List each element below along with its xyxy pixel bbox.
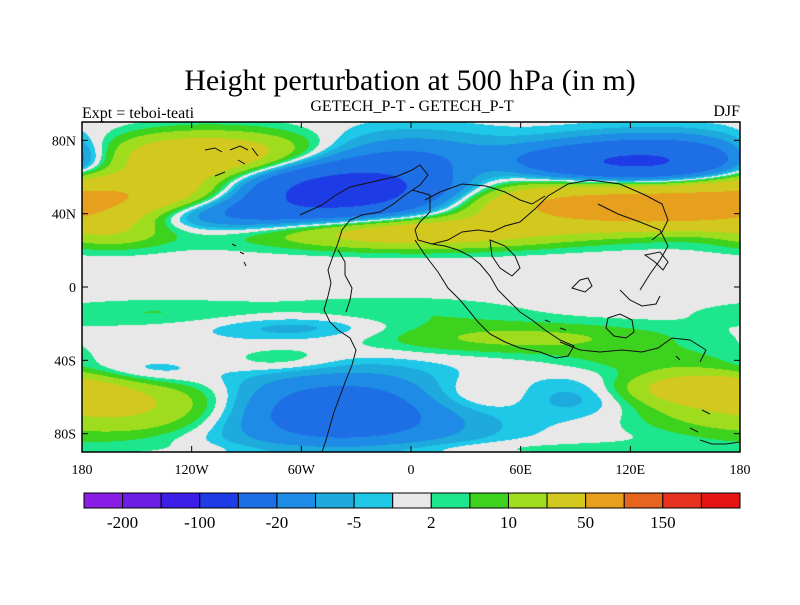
subtitle-right: DJF	[713, 103, 740, 120]
plot-area: 180 120W 60W 0 60E 120E 180 80N 40N 0 40S 80S	[52, 121, 751, 478]
colorbar-swatch	[507, 492, 548, 509]
colorbar-swatch	[469, 492, 509, 509]
coastline-asia-east	[597, 203, 669, 291]
colorbar-swatch	[276, 492, 317, 509]
colorbar-swatch	[315, 492, 355, 509]
y-tick-label: 0	[69, 281, 76, 296]
y-tick-label: 80N	[52, 134, 76, 149]
x-tick-label: 60W	[288, 463, 316, 478]
colorbar-swatch	[83, 492, 124, 509]
y-tick-label: 40S	[54, 354, 76, 369]
subtitle-center: GETECH_P-T - GETECH_P-T	[310, 98, 513, 115]
colorbar-swatch	[623, 492, 664, 509]
colorbar-swatch	[662, 492, 702, 509]
coastline-americas	[299, 164, 429, 452]
y-tick-label: 40N	[52, 208, 76, 223]
coastline-europe-north	[424, 183, 546, 205]
colorbar-swatch	[353, 492, 394, 509]
colorbar-label: 10	[500, 513, 517, 532]
y-axis-ticks: 80N 40N 0 40S 80S	[52, 134, 740, 443]
colorbar-swatch	[430, 492, 471, 509]
colorbar-label: -100	[184, 513, 215, 532]
colorbar: -200 -100 -20 -5 2 10 50 150	[83, 492, 741, 532]
coastline-se-asia	[619, 289, 661, 307]
colorbar-label: 2	[427, 513, 436, 532]
x-tick-label: 180	[72, 463, 93, 478]
colorbar-swatch	[160, 492, 201, 509]
colorbar-swatch	[392, 492, 432, 509]
colorbar-swatch	[700, 492, 741, 509]
x-axis-ticks: 180 120W 60W 0 60E 120E 180	[72, 122, 751, 478]
colorbar-swatch	[122, 492, 162, 509]
x-tick-label: 180	[730, 463, 751, 478]
x-tick-label: 0	[408, 463, 415, 478]
coastlines	[204, 145, 740, 452]
colorbar-label: -20	[266, 513, 289, 532]
coastline-pacific-islands	[231, 243, 247, 267]
coastline-arctic-islands	[204, 145, 259, 177]
x-tick-label: 60E	[509, 463, 532, 478]
colorbar-swatch	[585, 492, 625, 509]
contour-field	[82, 122, 740, 452]
coastline-eurasia	[411, 179, 669, 245]
coastline-japan	[643, 251, 669, 271]
coastline-antarctic-peninsula	[559, 337, 707, 363]
x-tick-label: 120E	[616, 463, 646, 478]
coastline-india	[571, 277, 593, 293]
colorbar-swatch	[546, 492, 587, 509]
colorbar-swatch	[237, 492, 278, 509]
chart-title: Height perturbation at 500 hPa (in m)	[184, 64, 636, 97]
colorbar-label: -200	[107, 513, 138, 532]
colorbar-label: 50	[577, 513, 594, 532]
subtitle-left: Expt = teboi-teati	[82, 105, 195, 122]
x-tick-label: 120W	[175, 463, 210, 478]
coastline-south-islands	[544, 319, 740, 445]
colorbar-swatch	[199, 492, 239, 509]
coastline-arabia	[489, 239, 521, 277]
coastline-americas-east	[337, 249, 353, 313]
colorbar-label: 150	[650, 513, 676, 532]
coastline-australia	[605, 313, 635, 339]
colorbar-label: -5	[347, 513, 361, 532]
y-tick-label: 80S	[54, 428, 76, 443]
coastline-africa	[414, 239, 575, 359]
